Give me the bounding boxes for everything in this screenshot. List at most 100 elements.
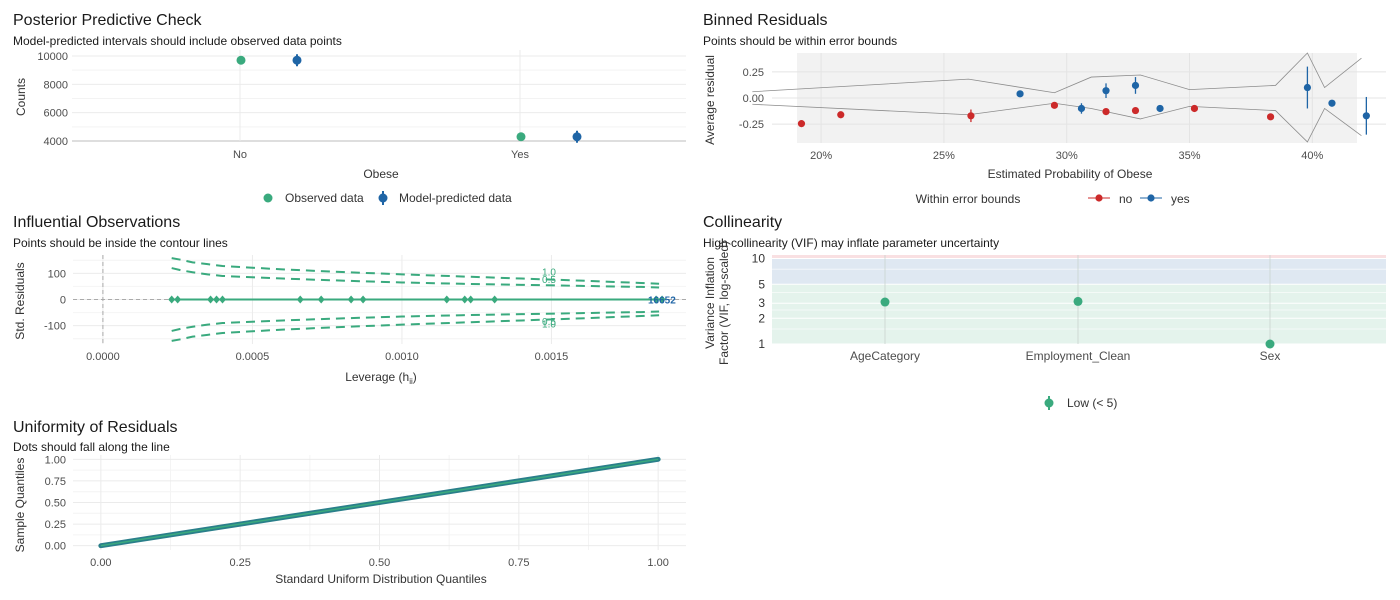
collinearity-chart: 1 23 5 10 AgeCategory Employment_Clean Sex Vari… [703, 241, 1386, 410]
observation-point [461, 295, 469, 304]
observation-point [219, 295, 227, 304]
lower-error-bound [752, 102, 1362, 143]
x-axis-title: Obese [363, 167, 399, 181]
x-tick-label: 0.0000 [86, 351, 120, 363]
x-tick-label: 0.75 [508, 557, 529, 569]
residual-point [1131, 81, 1140, 90]
y-tick-label: 10000 [37, 51, 68, 63]
binned-panel: Binned Residuals Points should be within… [690, 0, 1400, 210]
uniformity-chart: 0.00 0.25 0.50 0.75 1.00 0.00 0.25 0.50 0.75 1.00… [13, 454, 686, 586]
y-axis-title: Factor (VIF, log-scaled) [717, 241, 731, 365]
contour-label: 1.0 [542, 268, 556, 279]
observation-point [359, 295, 367, 304]
x-tick-label: 30% [1056, 150, 1078, 162]
vif-point [1073, 296, 1083, 306]
legend-title: Within error bounds [916, 192, 1021, 206]
binned-chart: -0.25 0.00 0.25 20% 25% 30% 35% 40% Estimated Pr… [703, 52, 1386, 206]
residual-point [1102, 87, 1110, 95]
y-tick-label: 3 [758, 296, 765, 310]
cook-distance-contour [171, 257, 660, 285]
uniformity-title: Uniformity of Residuals [13, 419, 178, 436]
y-tick-label: 0.75 [45, 476, 66, 488]
plot-area [72, 50, 686, 141]
y-tick-label: -100 [44, 321, 66, 333]
y-tick-label: 0.25 [743, 67, 764, 79]
vif-point [880, 297, 890, 307]
legend-key-yes [1147, 194, 1155, 202]
y-tick-label: 0.00 [743, 93, 764, 105]
x-tick-label: 0.25 [229, 557, 250, 569]
x-tick-label: 0.0005 [236, 351, 270, 363]
residual-point [1077, 104, 1086, 113]
y-tick-label: 1 [758, 337, 765, 351]
predicted-point [572, 132, 582, 142]
y-tick-label: 5 [758, 277, 765, 291]
observation-point [317, 295, 325, 304]
legend-label-observed: Observed data [285, 191, 364, 205]
observation-point [443, 295, 451, 304]
observation-point [213, 295, 221, 304]
uniformity-panel: Uniformity of Residuals Dots should fall… [0, 410, 700, 600]
legend-label-yes: yes [1171, 192, 1190, 206]
y-tick-label: 1.00 [45, 454, 66, 466]
cook-distance-contour [171, 314, 660, 342]
x-axis-title: Standard Uniform Distribution Quantiles [275, 572, 486, 586]
observation-point [174, 295, 182, 304]
low-band [772, 284, 1386, 344]
collinearity-title: Collinearity [703, 214, 783, 231]
contour-label: 0.5 [542, 317, 556, 328]
legend-key-low [1044, 398, 1054, 408]
x-tick-label: 0.50 [369, 557, 390, 569]
ppc-panel: Posterior Predictive Check Model-predict… [0, 0, 700, 210]
x-tick-label: Yes [511, 149, 529, 161]
residual-point [837, 111, 845, 119]
y-tick-label: 8000 [44, 79, 68, 91]
legend-key-predicted [378, 193, 388, 203]
moderate-band [772, 258, 1386, 285]
y-tick-label: -0.25 [739, 119, 764, 131]
x-tick-label: 0.0010 [385, 351, 419, 363]
residual-point [1131, 106, 1140, 115]
x-tick-label: 25% [933, 150, 955, 162]
legend-key-observed [263, 193, 273, 203]
y-tick-label: 0.25 [45, 519, 66, 531]
legend-label-low: Low (< 5) [1067, 396, 1117, 410]
residual-point [1156, 104, 1164, 113]
high-band [772, 255, 1386, 260]
legend-label-predicted: Model-predicted data [399, 191, 512, 205]
observation-point [491, 295, 499, 304]
predicted-point [292, 55, 302, 65]
binned-title: Binned Residuals [703, 12, 828, 29]
y-axis-title: Counts [14, 78, 28, 116]
x-axis-title: Estimated Probability of Obese [988, 167, 1153, 181]
residual-point [1303, 83, 1312, 92]
x-axis-title-subscript: ii [409, 377, 413, 386]
x-tick-label: 20% [810, 150, 832, 162]
collinearity-subtitle: High collinearity (VIF) may inflate para… [703, 236, 1000, 250]
x-tick-label: AgeCategory [850, 349, 920, 363]
contour-label: 1.0 [542, 319, 556, 330]
uniformity-subtitle: Dots should fall along the line [13, 440, 170, 454]
influential-title: Influential Observations [13, 214, 181, 231]
x-tick-label: No [233, 149, 247, 161]
x-tick-label: 35% [1179, 150, 1201, 162]
cook-distance-contour [171, 267, 660, 289]
y-tick-label: 0.00 [45, 541, 66, 553]
y-tick-label: 0 [60, 295, 66, 307]
observation-point [658, 295, 666, 304]
x-tick-label: Employment_Clean [1026, 349, 1131, 363]
observation-point [207, 295, 215, 304]
y-tick-label: 2 [758, 311, 765, 325]
residual-point [967, 112, 975, 120]
x-tick-label: 40% [1301, 150, 1323, 162]
y-tick-label: 4000 [44, 136, 68, 148]
cook-distance-contour [171, 310, 660, 332]
x-tick-label: 0.00 [90, 557, 111, 569]
observation-point [652, 295, 660, 304]
observation-point [168, 295, 176, 304]
x-tick-label: 1.00 [647, 557, 668, 569]
residual-point [1190, 104, 1199, 113]
residual-point [797, 120, 806, 128]
y-tick-label: 0.50 [45, 498, 66, 510]
